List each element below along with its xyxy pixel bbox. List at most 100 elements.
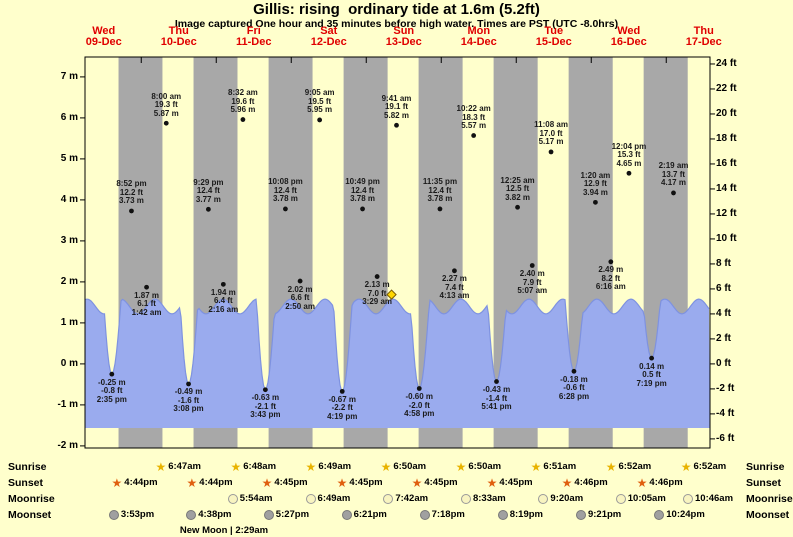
moonrise-icon xyxy=(383,494,394,504)
tide-label-line: -2.0 ft xyxy=(408,400,430,410)
low-tide-label: 2.13 m 7.0 ft 3:29 am xyxy=(337,281,417,307)
tide-label-line: 12:04 pm xyxy=(611,141,647,151)
tide-label-line: 2.27 m xyxy=(441,274,467,284)
high-tide-label: 10:49 pm 12.4 ft 3.78 m xyxy=(323,178,403,204)
high-tide-dot xyxy=(548,149,554,155)
tide-label-line: 6.4 ft xyxy=(213,296,233,306)
tide-label-line: 3.78 m xyxy=(427,194,453,204)
tide-label-line: -2.2 ft xyxy=(331,403,353,413)
moonrise-time: 6:49am xyxy=(317,493,351,504)
low-tide-label: 1.87 m 6.1 ft 1:42 am xyxy=(107,291,187,318)
y-axis-label-m: -1 m xyxy=(57,398,78,410)
tide-label-line: 2.40 m xyxy=(519,269,545,278)
day-name: Fri xyxy=(246,25,261,37)
tide-label-line: -0.8 ft xyxy=(101,386,123,396)
high-tide-dot xyxy=(515,204,520,210)
tide-label-line: 5:07 am xyxy=(517,286,548,295)
tide-label-line: 1.94 m xyxy=(210,287,236,297)
tide-label-line: 2:19 am xyxy=(658,161,689,171)
sunrise-entry: ★ 6:48am xyxy=(231,461,277,473)
high-tide-label: 8:32 am 19.6 ft 5.96 m xyxy=(203,89,283,115)
day-name: Wed xyxy=(92,25,116,37)
tide-label-line: 12.9 ft xyxy=(583,179,607,189)
moonset-time: 7:18pm xyxy=(431,509,465,520)
tide-label-line: 9:41 am xyxy=(381,93,412,103)
sunrise-time: 6:49am xyxy=(318,461,352,472)
moonrise-time: 10:05am xyxy=(627,493,666,504)
day-date: 13-Dec xyxy=(385,36,422,48)
moonrise-entry: 10:05am xyxy=(615,493,666,505)
moonrise-time: 8:33am xyxy=(472,493,506,504)
tide-label-line: 4:58 pm xyxy=(404,409,435,418)
sunset-entry: ★ 4:46pm xyxy=(637,477,683,489)
moonrise-time: 10:46am xyxy=(695,493,734,504)
tide-label-line: 8:00 am xyxy=(151,91,182,101)
moonrise-entry: 7:42am xyxy=(383,493,428,505)
sunrise-entry: ★ 6:52am xyxy=(681,461,727,473)
y-axis-label-ft: -4 ft xyxy=(716,407,735,419)
high-tide-dot xyxy=(360,206,365,212)
sunset-time: 4:44pm xyxy=(124,477,158,488)
moonset-time: 5:27pm xyxy=(275,509,310,520)
y-axis-label-m: -2 m xyxy=(57,439,78,451)
sunrise-entry: ★ 6:50am xyxy=(456,461,502,473)
y-axis-label-m: 5 m xyxy=(60,152,78,164)
low-tide-dot xyxy=(220,281,226,287)
low-tide-label: -0.67 m -2.2 ft 4:19 pm xyxy=(302,395,382,422)
low-tide-dot xyxy=(374,274,380,279)
sunrise-time: 6:51am xyxy=(543,461,577,472)
tide-label-line: 6:28 pm xyxy=(558,391,590,401)
moonrise-icon xyxy=(538,494,549,504)
sunset-time: 4:46pm xyxy=(574,477,608,488)
sunset-entry: ★ 4:45pm xyxy=(337,477,383,489)
tide-label-line: -0.63 m xyxy=(251,393,280,403)
moonrise-entry: 9:20am xyxy=(538,493,583,505)
day-date: 11-Dec xyxy=(236,36,272,48)
sunset-icon: ★ xyxy=(261,476,273,490)
y-axis-label-m: 2 m xyxy=(60,275,78,287)
y-axis-label-ft: -2 ft xyxy=(716,382,735,394)
day-date: 14-Dec xyxy=(460,36,497,48)
moonset-entry: 9:21pm xyxy=(575,509,622,521)
tide-label-line: 3:43 pm xyxy=(250,410,281,420)
day-header: Wed 09-Dec xyxy=(68,26,140,48)
tide-label-line: 9:29 pm xyxy=(193,177,224,187)
day-date: 15-Dec xyxy=(535,36,572,48)
moonset-time: 9:21pm xyxy=(587,509,622,520)
sunset-time: 4:45pm xyxy=(349,477,383,488)
tide-label-line: 5.82 m xyxy=(384,110,409,120)
high-tide-label: 10:08 pm 12.4 ft 3.78 m xyxy=(245,178,325,204)
low-tide-dot xyxy=(262,387,268,393)
tide-label-line: 11:35 pm xyxy=(422,177,458,187)
chart-subtitle: Image captured One hour and 35 minutes b… xyxy=(174,18,619,30)
tide-label-line: 2.13 m xyxy=(364,280,390,290)
low-tide-label: 2.49 m 8.2 ft 6:16 am xyxy=(571,266,651,292)
tide-label-line: 1:20 am xyxy=(580,170,611,180)
day-name: Sun xyxy=(393,25,415,37)
sunset-time: 4:44pm xyxy=(199,477,233,488)
low-tide-dot xyxy=(416,386,422,391)
sunrise-time: 6:47am xyxy=(168,461,201,472)
y-axis-label-ft: 8 ft xyxy=(716,257,731,269)
high-tide-label: 9:29 pm 12.4 ft 3.77 m xyxy=(168,177,248,205)
tide-label-line: 8:52 pm xyxy=(116,179,147,189)
low-tide-dot xyxy=(109,371,115,377)
tide-label-line: -0.60 m xyxy=(405,392,434,401)
low-tide-dot xyxy=(608,259,614,265)
sunset-icon: ★ xyxy=(636,476,648,490)
high-tide-label: 8:52 pm 12.2 ft 3.73 m xyxy=(91,180,171,206)
moonset-entry: 7:18pm xyxy=(419,509,465,521)
sunrise-entry: ★ 6:50am xyxy=(381,461,427,473)
y-axis-label-ft: 22 ft xyxy=(716,82,737,94)
sunset-time: 4:45pm xyxy=(424,477,458,488)
sunset-entry: ★ 4:45pm xyxy=(487,477,533,489)
low-tide-dot xyxy=(144,284,149,290)
sunrise-entry: ★ 6:52am xyxy=(606,461,652,473)
high-tide-label: 11:08 am 17.0 ft 5.17 m xyxy=(511,121,591,147)
tide-label-line: 12.4 ft xyxy=(350,185,375,195)
moonrise-time: 9:20am xyxy=(550,493,584,504)
tide-label-line: 3.82 m xyxy=(505,192,530,202)
moonrise-entry: 5:54am xyxy=(227,493,272,505)
high-tide-dot xyxy=(593,199,598,205)
